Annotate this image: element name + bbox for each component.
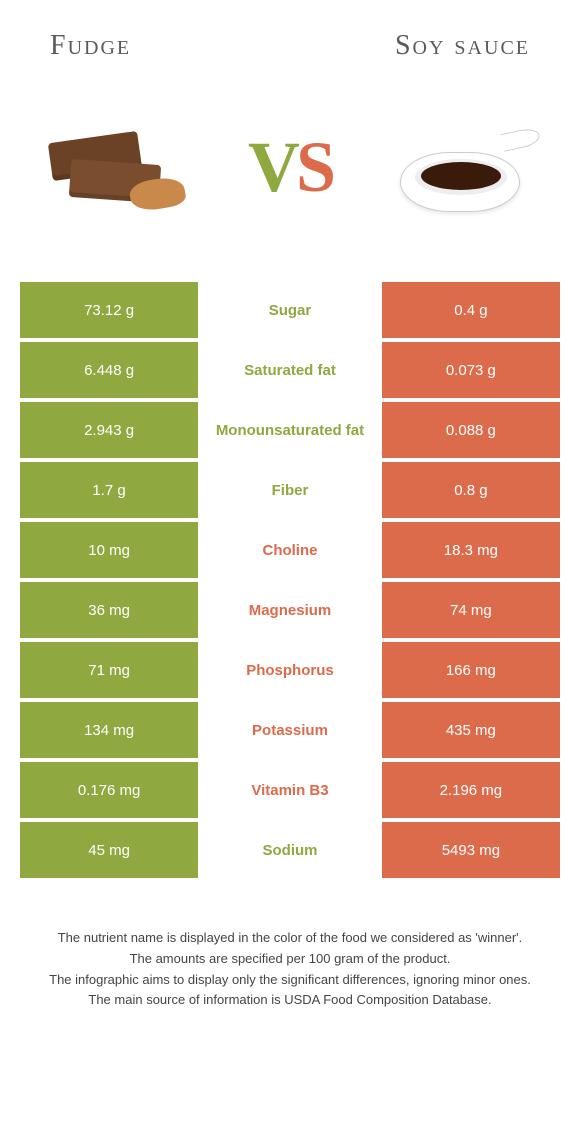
left-food-title: Fudge: [50, 30, 131, 62]
right-value-cell: 0.088 g: [382, 402, 560, 458]
header-row: Fudge Soy sauce: [20, 30, 560, 62]
right-value-cell: 0.4 g: [382, 282, 560, 338]
footer-line-2: The amounts are specified per 100 gram o…: [40, 949, 540, 970]
nutrient-table: 73.12 gSugar0.4 g6.448 gSaturated fat0.0…: [20, 282, 560, 878]
nutrient-label-cell: Sugar: [198, 282, 382, 338]
table-row: 1.7 gFiber0.8 g: [20, 462, 560, 518]
left-value-cell: 10 mg: [20, 522, 198, 578]
table-row: 2.943 gMonounsaturated fat0.088 g: [20, 402, 560, 458]
images-row: VS: [20, 102, 560, 232]
right-value-cell: 0.073 g: [382, 342, 560, 398]
vs-v-letter: V: [248, 127, 296, 207]
left-value-cell: 134 mg: [20, 702, 198, 758]
right-value-cell: 74 mg: [382, 582, 560, 638]
nutrient-label-cell: Phosphorus: [198, 642, 382, 698]
table-row: 10 mgCholine18.3 mg: [20, 522, 560, 578]
left-value-cell: 1.7 g: [20, 462, 198, 518]
footer-line-4: The main source of information is USDA F…: [40, 990, 540, 1011]
nutrient-label-cell: Choline: [198, 522, 382, 578]
table-row: 0.176 mgVitamin B32.196 mg: [20, 762, 560, 818]
right-value-cell: 18.3 mg: [382, 522, 560, 578]
left-value-cell: 73.12 g: [20, 282, 198, 338]
right-value-cell: 166 mg: [382, 642, 560, 698]
left-value-cell: 0.176 mg: [20, 762, 198, 818]
nutrient-label-cell: Vitamin B3: [198, 762, 382, 818]
nutrient-label-cell: Potassium: [198, 702, 382, 758]
table-row: 71 mgPhosphorus166 mg: [20, 642, 560, 698]
right-value-cell: 0.8 g: [382, 462, 560, 518]
left-value-cell: 2.943 g: [20, 402, 198, 458]
right-value-cell: 5493 mg: [382, 822, 560, 878]
table-row: 6.448 gSaturated fat0.073 g: [20, 342, 560, 398]
left-value-cell: 71 mg: [20, 642, 198, 698]
left-value-cell: 45 mg: [20, 822, 198, 878]
right-food-title: Soy sauce: [395, 30, 530, 62]
table-row: 36 mgMagnesium74 mg: [20, 582, 560, 638]
footer-notes: The nutrient name is displayed in the co…: [20, 928, 560, 1011]
footer-line-3: The infographic aims to display only the…: [40, 970, 540, 991]
nutrient-label-cell: Saturated fat: [198, 342, 382, 398]
nutrient-label-cell: Magnesium: [198, 582, 382, 638]
footer-line-1: The nutrient name is displayed in the co…: [40, 928, 540, 949]
nutrient-label-cell: Fiber: [198, 462, 382, 518]
left-value-cell: 36 mg: [20, 582, 198, 638]
nutrient-label-cell: Monounsaturated fat: [198, 402, 382, 458]
table-row: 73.12 gSugar0.4 g: [20, 282, 560, 338]
table-row: 134 mgPotassium435 mg: [20, 702, 560, 758]
left-value-cell: 6.448 g: [20, 342, 198, 398]
nutrient-label-cell: Sodium: [198, 822, 382, 878]
soy-sauce-image: [370, 107, 550, 227]
vs-icon: VS: [248, 126, 332, 209]
fudge-image: [30, 107, 210, 227]
vs-s-letter: S: [296, 127, 332, 207]
right-value-cell: 435 mg: [382, 702, 560, 758]
table-row: 45 mgSodium5493 mg: [20, 822, 560, 878]
right-value-cell: 2.196 mg: [382, 762, 560, 818]
